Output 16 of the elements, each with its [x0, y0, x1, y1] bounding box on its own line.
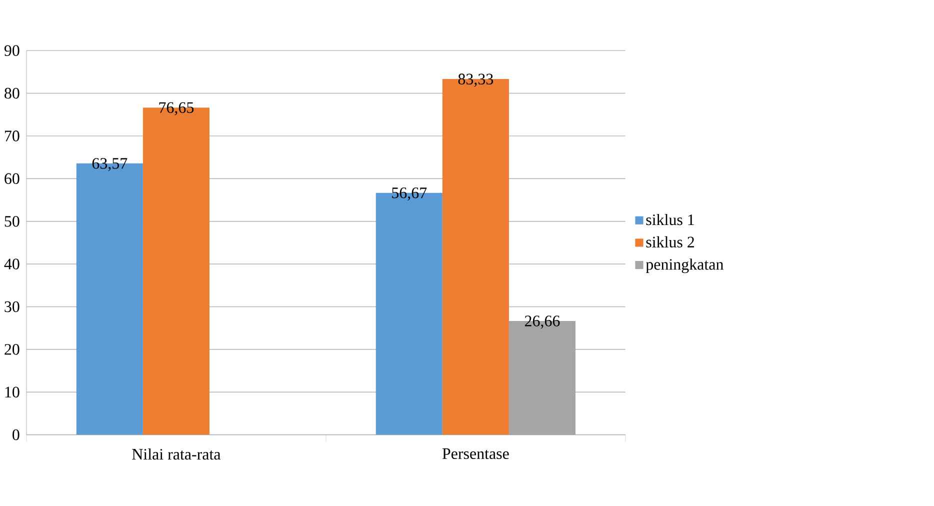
y-tick-label: 90 — [4, 45, 20, 56]
y-tick-label: 0 — [12, 430, 20, 440]
legend-label: siklus 1 — [646, 214, 694, 226]
y-tick-label: 10 — [5, 386, 20, 398]
legend-label: siklus 2 — [646, 236, 694, 248]
y-tick-label: 60 — [4, 173, 20, 184]
x-tick-label: Nilai rata-rata — [132, 448, 221, 460]
legend-label: peningkatan — [646, 258, 724, 274]
y-tick-label: 40 — [4, 258, 20, 270]
y-tick-label: 20 — [4, 344, 20, 355]
x-tick-label: Persentase — [442, 448, 509, 460]
y-tick-label: 80 — [4, 88, 20, 99]
y-tick-label: 30 — [4, 301, 20, 312]
data-label: 26,66 — [524, 316, 560, 329]
y-tick-label: 50 — [4, 216, 20, 227]
y-tick-label: 70 — [5, 130, 20, 142]
